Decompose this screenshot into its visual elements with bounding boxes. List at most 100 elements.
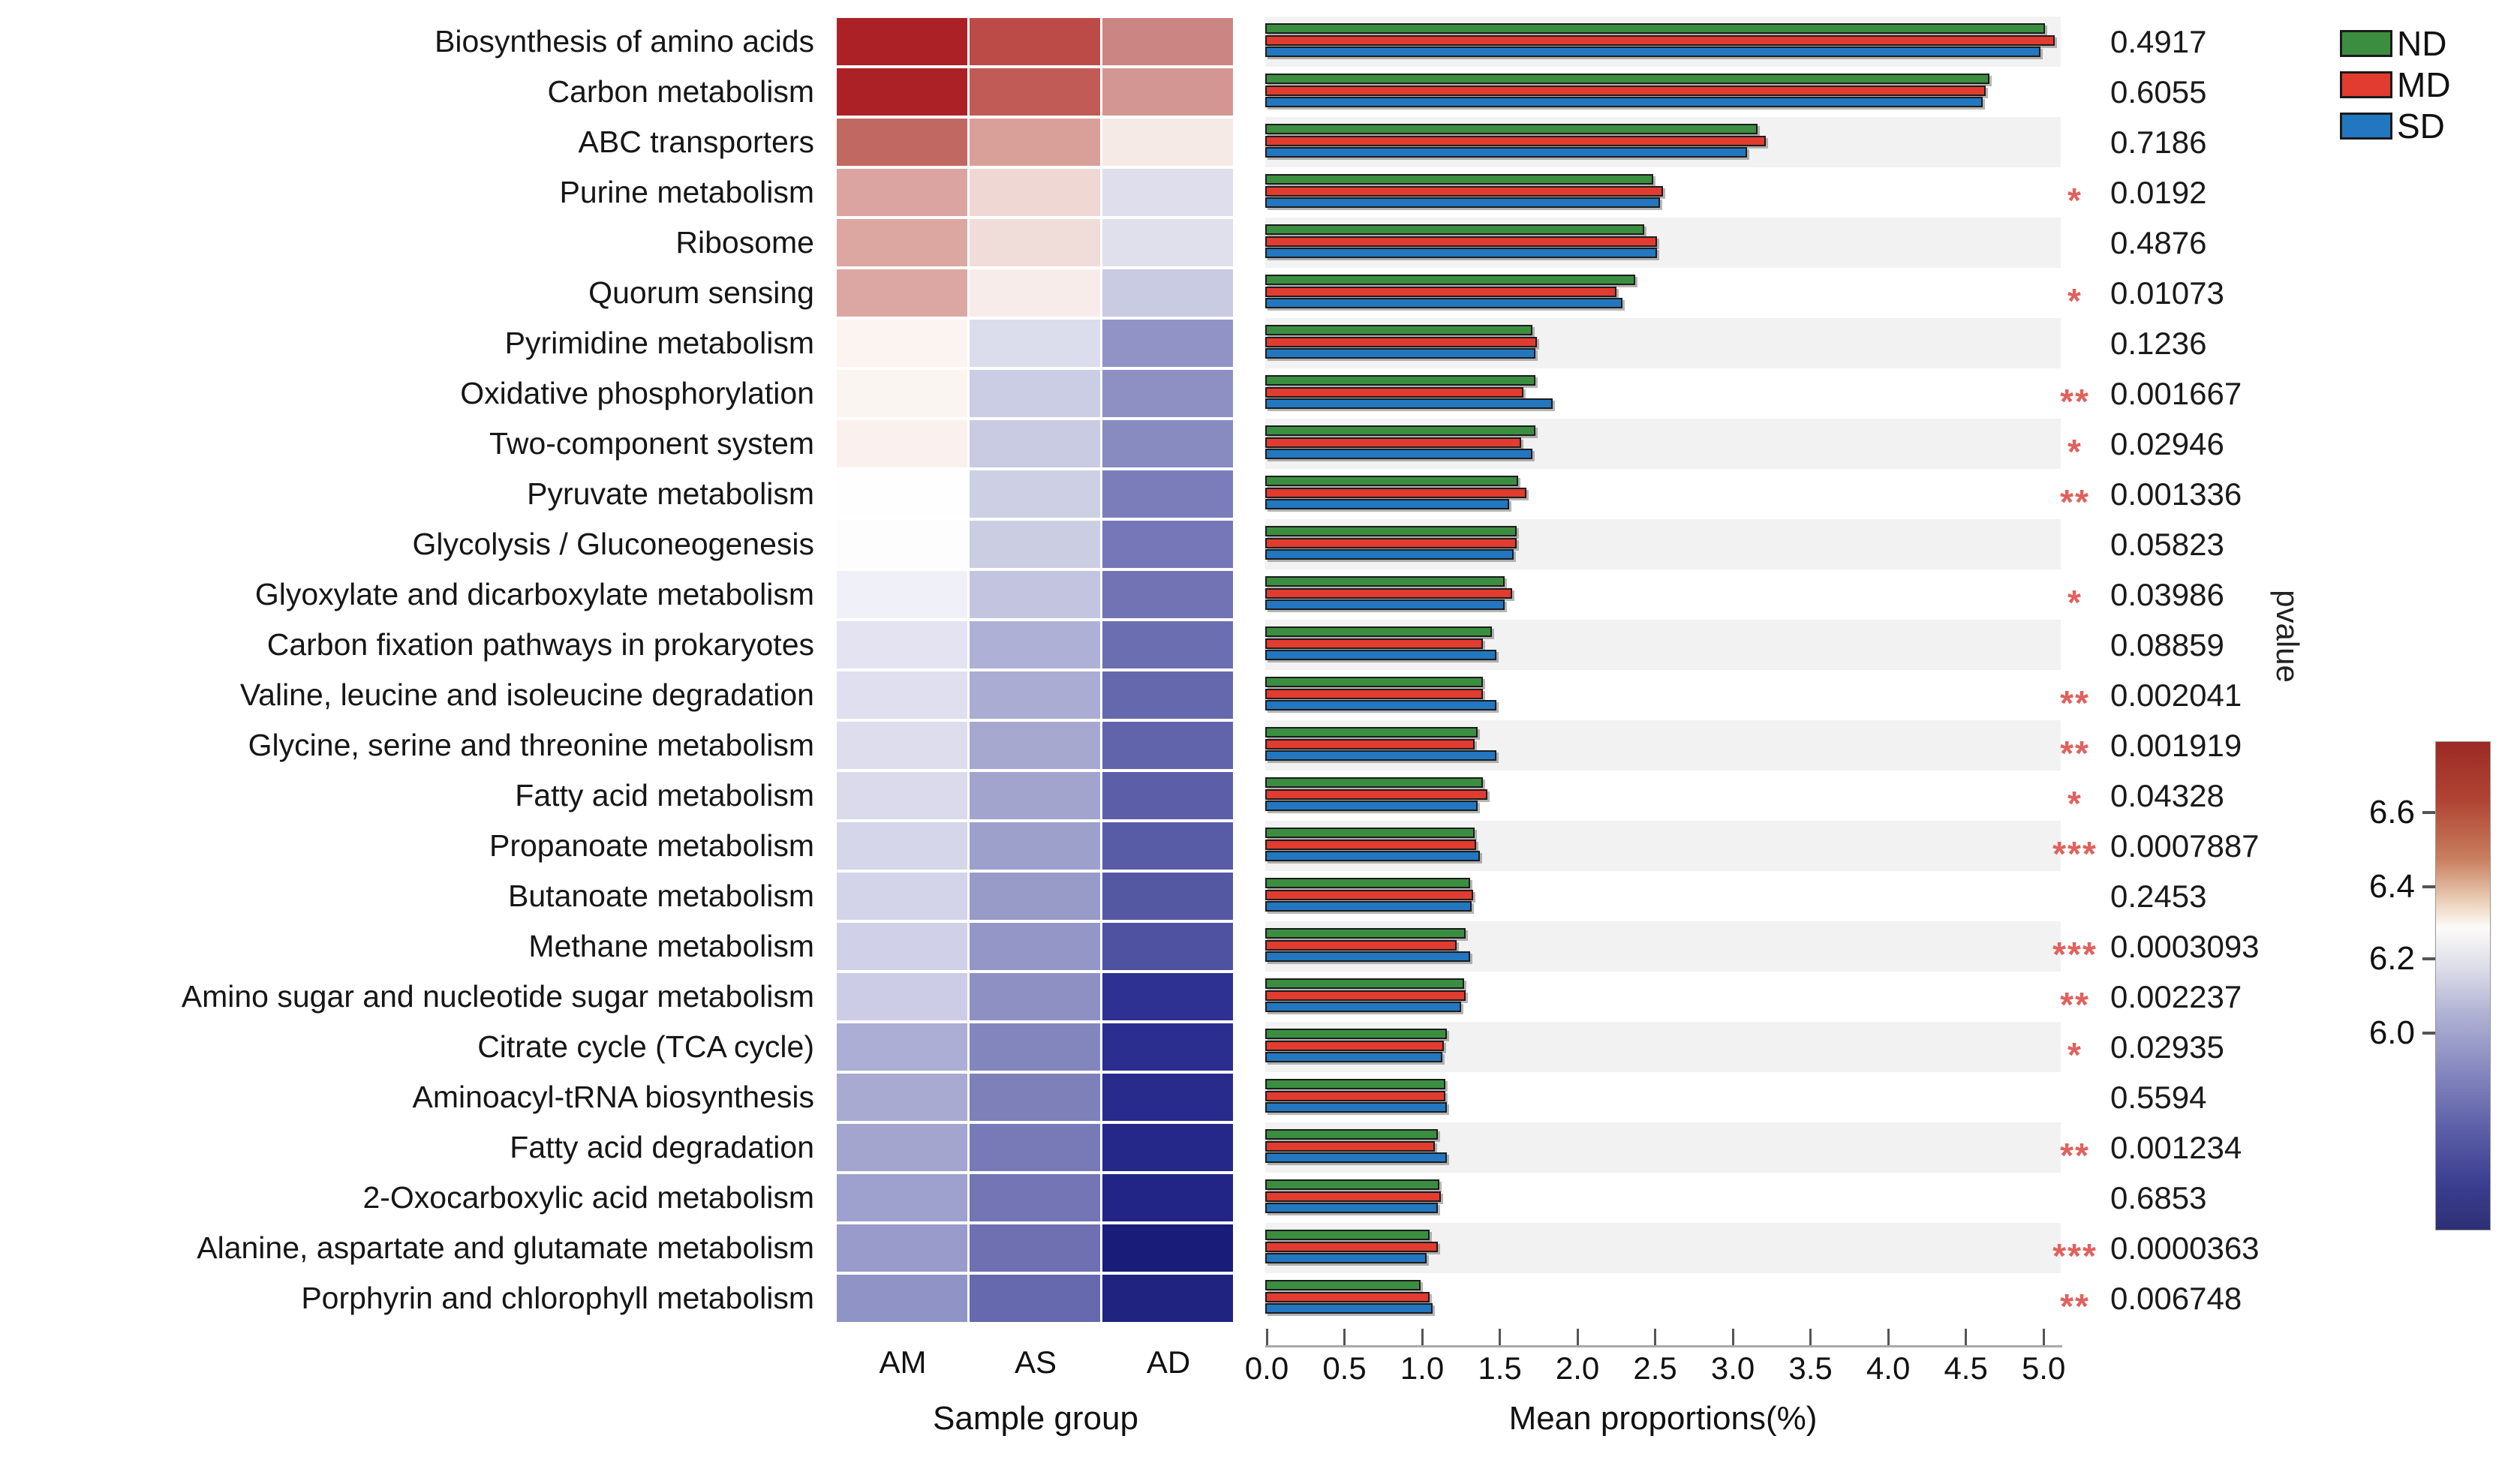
pvalue-text: 0.001336	[2110, 476, 2242, 512]
heatmap-cell-am	[837, 521, 967, 568]
x-tick	[1809, 1329, 1812, 1345]
heatmap-cell-as	[970, 1275, 1100, 1322]
x-tick	[1343, 1329, 1346, 1345]
x-tick	[1965, 1329, 1968, 1345]
pathway-row: Carbon fixation pathways in prokaryotes …	[0, 620, 2520, 670]
bar-group	[1265, 325, 1537, 360]
bar-sd	[1265, 801, 1478, 811]
heatmap-cell-as	[970, 1124, 1100, 1171]
heatmap-cell-as	[970, 420, 1100, 467]
significance-stars	[2043, 620, 2107, 670]
x-tick	[1887, 1329, 1890, 1345]
bar-sd	[1265, 449, 1532, 459]
bar-md	[1265, 1140, 1435, 1152]
significance-stars: *	[2067, 181, 2082, 220]
bar-group	[1265, 626, 1496, 662]
significance-stars: **	[2060, 382, 2090, 421]
bar-md	[1265, 185, 1663, 197]
heatmap-cell-ad	[1102, 521, 1233, 568]
bar-sd	[1265, 1203, 1438, 1213]
pathway-label: Glyoxylate and dicarboxylate metabolism	[254, 577, 814, 611]
heatmap-cell-ad	[1102, 822, 1233, 870]
pathway-label: Biosynthesis of amino acids	[435, 24, 814, 59]
heatmap-cell-as	[970, 119, 1100, 166]
pvalue-text: 0.08859	[2110, 627, 2224, 662]
nd-label: ND	[2397, 23, 2447, 63]
heatmap-cell-as	[970, 973, 1100, 1020]
significance-stars: *	[2067, 432, 2082, 471]
x-tick	[1421, 1329, 1424, 1345]
bar-group	[1265, 1280, 1433, 1315]
pathway-label: Aminoacyl-tRNA biosynthesis	[412, 1080, 814, 1114]
pvalue-text: 0.0192	[2110, 175, 2207, 210]
bar-md	[1265, 336, 1537, 347]
bar-sd	[1265, 298, 1622, 308]
pvalue-text: 0.006748	[2110, 1281, 2242, 1316]
significance-stars: ***	[2052, 1236, 2097, 1275]
bar-sd	[1265, 1303, 1433, 1314]
bar-nd	[1265, 375, 1535, 386]
heatmap-cell-as	[970, 1174, 1100, 1221]
bar-nd	[1265, 1179, 1439, 1190]
x-tick-label: 2.0	[1555, 1350, 1600, 1386]
pathway-label: Carbon fixation pathways in prokaryotes	[266, 627, 814, 662]
colorbar-tick-label: 6.4	[2368, 867, 2415, 905]
nd-swatch	[2340, 29, 2392, 57]
bar-sd	[1265, 1002, 1461, 1012]
pvalue-text: 0.0007887	[2110, 828, 2260, 864]
significance-stars	[2043, 318, 2107, 368]
bar-nd	[1265, 626, 1492, 637]
bar-group	[1265, 727, 1496, 762]
bar-group	[1265, 174, 1663, 209]
heatmap-cell-ad	[1102, 219, 1233, 266]
heatmap-col-label-as: AS	[1014, 1344, 1057, 1380]
heatmap-col-label-am: AM	[879, 1344, 927, 1380]
heatmap-cell-ad	[1102, 772, 1233, 819]
significance-stars: ***	[2052, 834, 2097, 873]
pathway-label: Amino sugar and nucleotide sugar metabol…	[181, 979, 814, 1014]
bar-md	[1265, 85, 1986, 96]
pathway-row: Valine, leucine and isoleucine degradati…	[0, 670, 2520, 722]
bar-group	[1265, 224, 1657, 260]
heatmap-cell-am	[837, 1224, 967, 1272]
heatmap-cell-ad	[1102, 169, 1233, 216]
heatmap-col-label-ad: AD	[1146, 1344, 1191, 1380]
bar-group	[1265, 777, 1487, 813]
significance-stars: **	[2060, 482, 2090, 521]
pathway-row: Oxidative phosphorylation ** 0.001667	[0, 368, 2520, 421]
heatmap-cell-as	[970, 18, 1100, 65]
heatmap-cell-ad	[1102, 722, 1233, 769]
bar-group	[1265, 878, 1473, 913]
pathway-row: Methane metabolism *** 0.0003093	[0, 921, 2520, 974]
significance-stars: **	[2060, 683, 2090, 722]
heatmap-cell-am	[837, 722, 967, 769]
heatmap-cell-as	[970, 822, 1100, 870]
pathway-row: Biosynthesis of amino acids 0.4917	[0, 17, 2520, 67]
x-tick-label: 5.0	[2021, 1350, 2066, 1386]
pathway-row: Glyoxylate and dicarboxylate metabolism …	[0, 569, 2520, 622]
heatmap-cell-am	[837, 269, 967, 317]
pathway-label: Purine metabolism	[559, 175, 814, 209]
bar-md	[1265, 990, 1466, 1001]
heatmap-cell-am	[837, 973, 967, 1020]
pathway-row: Fatty acid degradation ** 0.001234	[0, 1122, 2520, 1175]
bar-group	[1265, 375, 1553, 410]
bar-sd	[1265, 700, 1496, 710]
bar-md	[1265, 1040, 1444, 1051]
bar-md	[1265, 1291, 1430, 1302]
x-tick-label: 3.5	[1788, 1350, 1833, 1386]
significance-stars: ***	[2052, 935, 2097, 974]
pvalue-text: 0.04328	[2110, 778, 2224, 813]
pvalue-text: 0.002237	[2110, 979, 2242, 1014]
significance-stars	[2043, 1072, 2107, 1122]
heatmap-cell-as	[970, 571, 1100, 618]
pathway-label: Glycine, serine and threonine metabolism	[248, 728, 814, 762]
bar-group	[1265, 425, 1535, 461]
bar-axis-title: Mean proportions(%)	[1508, 1400, 1818, 1437]
bar-nd	[1265, 23, 2045, 34]
bar-group	[1265, 74, 1989, 109]
colorbar-tick-label: 6.0	[2368, 1014, 2415, 1051]
heatmap-cell-as	[970, 873, 1100, 920]
heatmap-cell-ad	[1102, 1074, 1233, 1121]
